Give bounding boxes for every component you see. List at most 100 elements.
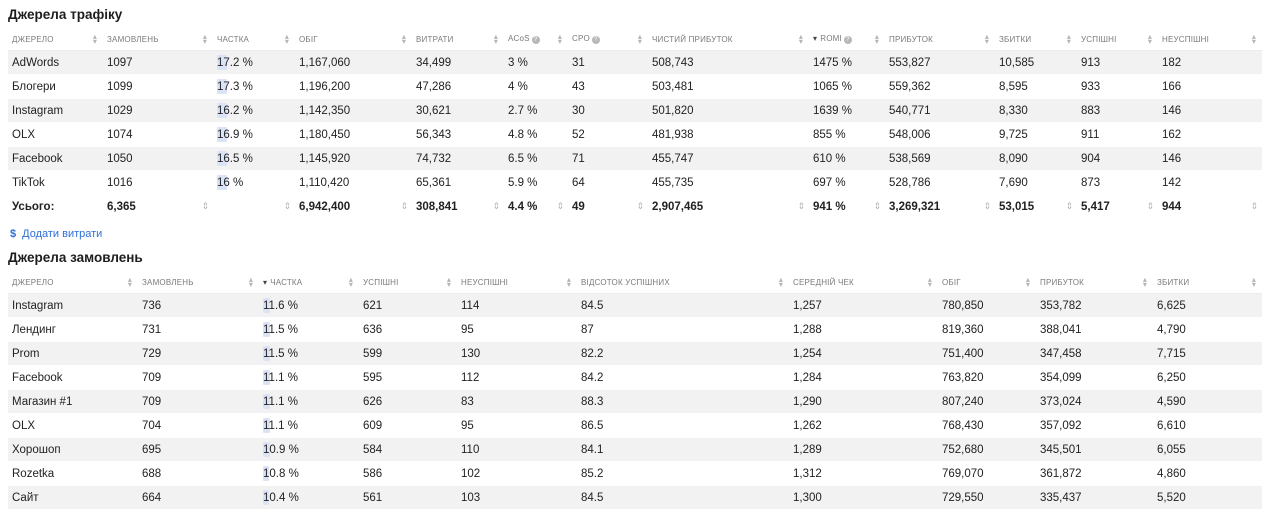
cell-costs: 74,732 bbox=[412, 146, 504, 171]
sort-updown-icon[interactable]: ▴ ▾ bbox=[202, 32, 208, 46]
col-header-source[interactable]: Джерело ▴ ▾ bbox=[8, 28, 103, 51]
sort-updown-icon[interactable]: ▴ ▾ bbox=[248, 275, 254, 289]
table-row: Магазин #1 709 11.1 % 626 83 88.3 1,290 807,240… bbox=[8, 389, 1262, 414]
cell-orders: 1029 bbox=[103, 98, 213, 123]
cell-fail: 95 bbox=[457, 317, 577, 342]
sort-updown-icon[interactable]: ▴ ▾ bbox=[493, 32, 499, 46]
cell-orders: 729 bbox=[138, 341, 259, 366]
col-header-acos[interactable]: ACoS? ▴ ▾ bbox=[504, 28, 568, 51]
cell-profit: 347,458 bbox=[1036, 341, 1153, 366]
cell-fail: 102 bbox=[457, 461, 577, 486]
col-header-unsuccessful[interactable]: Неуспішні ▴ ▾ bbox=[457, 271, 577, 294]
table-row: Лендинг 731 11.5 % 636 95 87 1,288 819,360 388,0… bbox=[8, 317, 1262, 342]
add-costs-button[interactable]: $ Додати витрати bbox=[10, 225, 102, 243]
sort-updown-icon[interactable]: ▴ ▾ bbox=[566, 275, 572, 289]
sort-updown-icon[interactable]: ⇕ bbox=[797, 200, 805, 211]
sort-updown-icon[interactable]: ▴ ▾ bbox=[401, 32, 407, 46]
col-header-orders[interactable]: Замовлень ▴ ▾ bbox=[138, 271, 259, 294]
col-header-profit[interactable]: Прибуток ▴ ▾ bbox=[1036, 271, 1153, 294]
cell-cpo: 43 bbox=[568, 74, 648, 99]
cell-net: 501,820 bbox=[648, 98, 809, 123]
col-header-loss[interactable]: Збитки ▴ ▾ bbox=[995, 28, 1077, 51]
sort-updown-icon[interactable]: ▴ ▾ bbox=[1251, 32, 1257, 46]
total-costs: 308,841 bbox=[416, 200, 458, 213]
cell-acos: 2.7 % bbox=[504, 98, 568, 123]
col-header-avg-check[interactable]: Середній чек ▴ ▾ bbox=[789, 271, 938, 294]
cell-pct: 85.2 bbox=[577, 461, 789, 486]
col-header-costs[interactable]: Витрати ▴ ▾ bbox=[412, 28, 504, 51]
sort-updown-icon[interactable]: ⇕ bbox=[983, 200, 991, 211]
col-header-share[interactable]: Частка ▴ ▾ bbox=[213, 28, 295, 51]
col-header-romi[interactable]: ▾ ROMI? ▴ ▾ bbox=[809, 28, 885, 51]
col-header-source[interactable]: Джерело ▴ ▾ bbox=[8, 271, 138, 294]
sort-desc-icon[interactable]: ▾ bbox=[263, 277, 268, 287]
sort-updown-icon[interactable]: ⇕ bbox=[873, 200, 881, 211]
col-header-share[interactable]: ▾ Частка ▴ ▾ bbox=[259, 271, 359, 294]
share-bar bbox=[263, 418, 270, 433]
sort-updown-icon[interactable]: ▴ ▾ bbox=[446, 275, 452, 289]
col-header-loss[interactable]: Збитки ▴ ▾ bbox=[1153, 271, 1262, 294]
sort-updown-icon[interactable]: ▴ ▾ bbox=[874, 32, 880, 46]
sort-updown-icon[interactable]: ▴ ▾ bbox=[348, 275, 354, 289]
col-header-orders[interactable]: Замовлень ▴ ▾ bbox=[103, 28, 213, 51]
sort-updown-icon[interactable]: ▴ ▾ bbox=[1147, 32, 1153, 46]
share-bar bbox=[217, 151, 227, 166]
help-circle-icon[interactable]: ? bbox=[843, 36, 852, 44]
col-header-turnover[interactable]: Обіг ▴ ▾ bbox=[938, 271, 1036, 294]
sort-updown-icon[interactable]: ⇕ bbox=[556, 200, 564, 211]
sort-updown-icon[interactable]: ▴ ▾ bbox=[557, 32, 563, 46]
sort-updown-icon[interactable]: ⇕ bbox=[1065, 200, 1073, 211]
sort-updown-icon[interactable]: ▴ ▾ bbox=[798, 32, 804, 46]
share-bar bbox=[217, 127, 228, 142]
order-sources-table: Джерело ▴ ▾ Замовлень ▴ ▾ ▾ Частка ▴ ▾ Успішні ▴… bbox=[8, 271, 1262, 510]
col-header-cpo[interactable]: CPO? ▴ ▾ bbox=[568, 28, 648, 51]
sort-updown-icon[interactable]: ▴ ▾ bbox=[1066, 32, 1072, 46]
cell-source: Prom bbox=[8, 341, 138, 366]
sort-updown-icon[interactable]: ⇕ bbox=[1146, 200, 1154, 211]
sort-updown-icon[interactable]: ▴ ▾ bbox=[1142, 275, 1148, 289]
cell-acos: 6.5 % bbox=[504, 146, 568, 171]
sort-updown-icon[interactable]: ⇕ bbox=[636, 200, 644, 211]
help-circle-icon[interactable]: ? bbox=[591, 36, 600, 44]
cell-turnover: 768,430 bbox=[938, 413, 1036, 438]
sort-updown-icon[interactable]: ▴ ▾ bbox=[778, 275, 784, 289]
cell-profit: 559,362 bbox=[885, 74, 995, 99]
sort-updown-icon[interactable]: ⇕ bbox=[283, 201, 291, 211]
sort-updown-icon[interactable]: ▴ ▾ bbox=[284, 32, 290, 46]
cell-turnover: 763,820 bbox=[938, 365, 1036, 390]
cell-net: 455,735 bbox=[648, 170, 809, 195]
col-header-success-percent[interactable]: Відсоток успішних ▴ ▾ bbox=[577, 271, 789, 294]
col-header-unsuccessful[interactable]: Неуспішні ▴ ▾ bbox=[1158, 28, 1262, 51]
cell-turnover: 751,400 bbox=[938, 341, 1036, 366]
col-header-profit[interactable]: Прибуток ▴ ▾ bbox=[885, 28, 995, 51]
cell-orders: 1099 bbox=[103, 74, 213, 99]
sort-updown-icon[interactable]: ▴ ▾ bbox=[984, 32, 990, 46]
traffic-total-row: Усього: 6,365 ⇕ ⇕ 6,942,400 ⇕ 308,841 ⇕ 4.4… bbox=[8, 194, 1262, 219]
sort-updown-icon[interactable]: ▴ ▾ bbox=[637, 32, 643, 46]
col-header-turnover[interactable]: Обіг ▴ ▾ bbox=[295, 28, 412, 51]
cell-loss: 8,595 bbox=[995, 74, 1077, 99]
col-header-successful[interactable]: Успішні ▴ ▾ bbox=[1077, 28, 1158, 51]
sort-updown-icon[interactable]: ▴ ▾ bbox=[127, 275, 133, 289]
cell-source: Хорошоп bbox=[8, 437, 138, 462]
help-circle-icon[interactable]: ? bbox=[531, 36, 540, 44]
sort-updown-icon[interactable]: ▴ ▾ bbox=[927, 275, 933, 289]
sort-updown-icon[interactable]: ⇕ bbox=[400, 200, 408, 211]
sort-updown-icon[interactable]: ▴ ▾ bbox=[1025, 275, 1031, 289]
sort-updown-icon[interactable]: ⇕ bbox=[201, 200, 209, 211]
share-cell: 11.5 % bbox=[259, 317, 359, 342]
cell-avg: 1,262 bbox=[789, 413, 938, 438]
cell-fail: 110 bbox=[457, 437, 577, 462]
cell-source: Магазин #1 bbox=[8, 389, 138, 414]
sort-updown-icon[interactable]: ▴ ▾ bbox=[1251, 275, 1257, 289]
sort-desc-icon[interactable]: ▾ bbox=[813, 34, 818, 43]
col-header-net-profit[interactable]: Чистий прибуток ▴ ▾ bbox=[648, 28, 809, 51]
share-value: 17.3 % bbox=[217, 80, 253, 93]
cell-source: Лендинг bbox=[8, 317, 138, 342]
share-value: 11.1 % bbox=[263, 395, 298, 408]
col-header-successful[interactable]: Успішні ▴ ▾ bbox=[359, 271, 457, 294]
share-bar bbox=[217, 103, 227, 118]
sort-updown-icon[interactable]: ▴ ▾ bbox=[92, 32, 98, 46]
sort-updown-icon[interactable]: ⇕ bbox=[1250, 200, 1258, 211]
sort-updown-icon[interactable]: ⇕ bbox=[492, 200, 500, 211]
